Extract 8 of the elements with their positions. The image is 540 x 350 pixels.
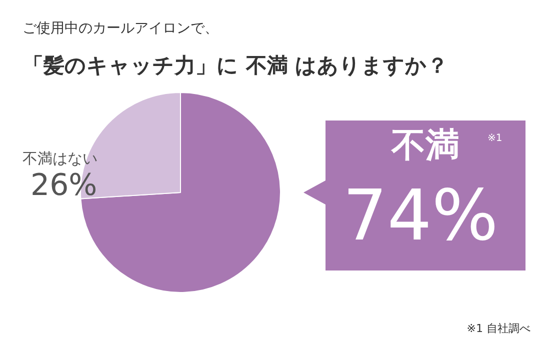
text: ※1 <box>488 133 502 144</box>
data-label: 74% <box>342 174 498 256</box>
chart-subtitle: 「髪のキャッチ力」に 不満 はありますか？ <box>22 54 448 78</box>
slice-label: 不満はない <box>22 150 98 168</box>
data-label: 26% <box>30 168 98 203</box>
text: ※1 自社調べ <box>466 322 531 335</box>
slice-label: 不満 <box>390 126 460 166</box>
chart-title: ご使用中のカールアイロンで、 <box>22 20 218 36</box>
